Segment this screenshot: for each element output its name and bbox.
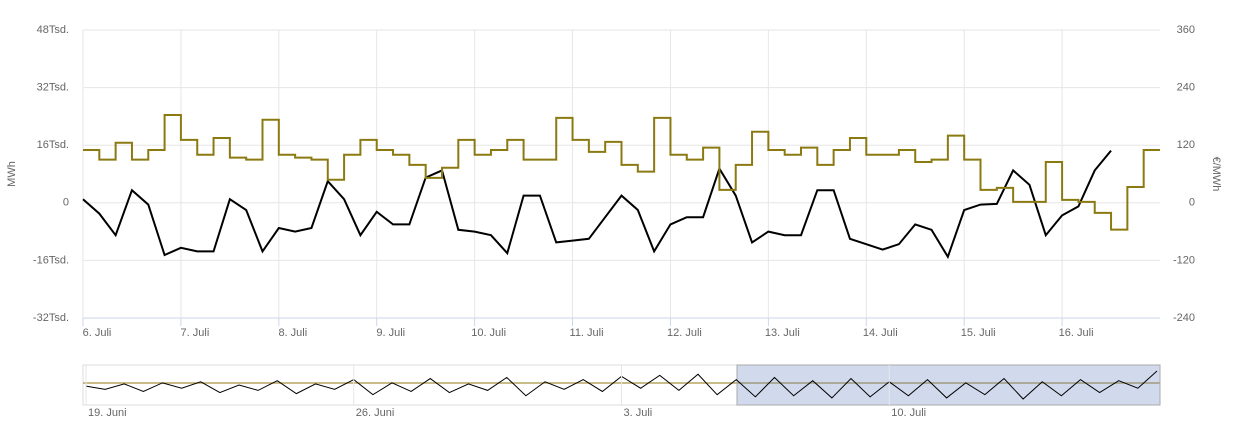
x-tick-label: 13. Juli [765,327,800,339]
navigator-label: 19. Juni [88,407,127,419]
x-tick-label: 6. Juli [83,327,112,339]
navigator-label: 26. Juni [356,407,395,419]
y-tick-label: 16Tsd. [37,139,69,151]
y2-tick-label: -120 [1173,254,1195,266]
y-tick-label: 0 [63,197,69,209]
x-tick-label: 16. Juli [1059,327,1094,339]
y-tick-label: -16Tsd. [33,254,69,266]
y-tick-label: 48Tsd. [37,24,69,36]
x-tick-label: 10. Juli [471,327,506,339]
y2-tick-label: 0 [1189,197,1195,209]
y2-tick-label: -240 [1173,312,1195,324]
y-axis-title: MWh [6,161,18,187]
volume-line [82,149,1112,260]
x-tick-label: 7. Juli [181,327,210,339]
y2-tick-label: 360 [1177,24,1195,36]
x-tick-label: 9. Juli [376,327,405,339]
price-step-line [83,113,1160,231]
y2-tick-label: 240 [1177,82,1195,94]
navigator-label: 3. Juli [624,407,653,419]
x-tick-label: 12. Juli [667,327,702,339]
x-tick-label: 14. Juli [863,327,898,339]
y2-axis-title: €/MWh [1210,157,1222,192]
y-tick-label: -32Tsd. [33,312,69,324]
y-tick-label: 32Tsd. [37,82,69,94]
x-tick-label: 11. Juli [570,327,604,339]
x-tick-label: 15. Juli [961,327,996,339]
navigator-label: 10. Juli [891,407,926,419]
y2-tick-label: 120 [1177,139,1195,151]
x-tick-label: 8. Juli [278,327,307,339]
navigator-selection[interactable] [736,364,1161,406]
